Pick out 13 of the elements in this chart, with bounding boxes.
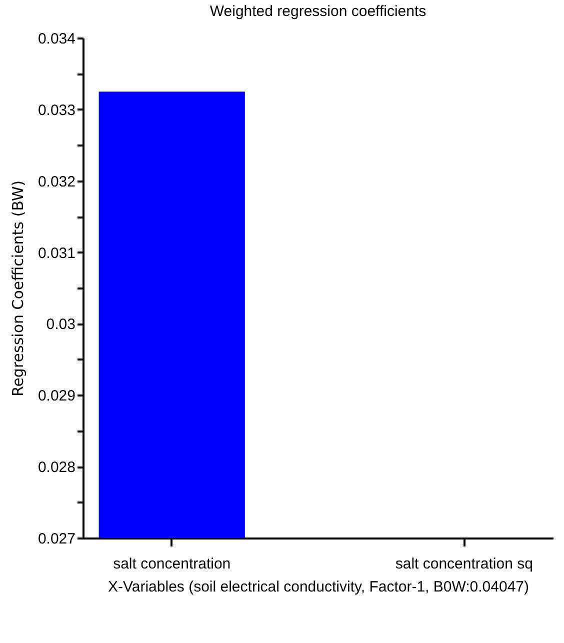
y-tick-label: 0.034 <box>38 30 76 48</box>
y-tick-label: 0.029 <box>38 388 76 405</box>
y-tick-label: 0.031 <box>38 244 76 262</box>
x-tick-label: salt concentration <box>113 556 231 572</box>
y-tick-label: 0.033 <box>38 102 76 119</box>
x-axis-title: X-Variables (soil electrical conductivity, Factor-1, B0W:0.04047) <box>108 578 530 596</box>
chart-title: Weighted regression coefficients <box>210 3 426 20</box>
y-tick-label: 0.027 <box>38 530 76 548</box>
y-tick-label: 0.032 <box>38 173 76 190</box>
y-axis-title: Regression Coefficients (BW) <box>8 180 27 397</box>
x-tick-label: salt concentration sq <box>395 556 533 572</box>
y-tick-label: 0.03 <box>46 316 76 334</box>
y-tick-label: 0.028 <box>38 459 76 476</box>
